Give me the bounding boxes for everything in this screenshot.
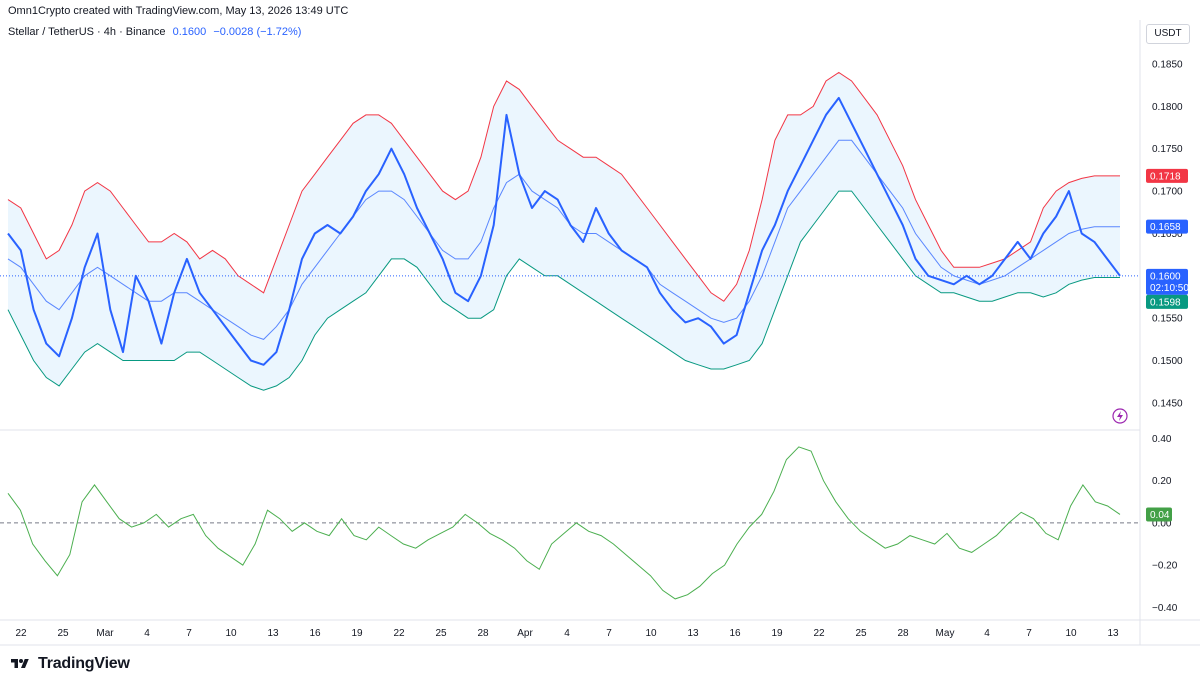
time-axis-tick: 22 <box>15 628 27 639</box>
time-axis-tick: 7 <box>186 628 192 639</box>
symbol-title[interactable]: Stellar / TetherUS · 4h · Binance <box>8 26 166 38</box>
oscillator-axis-tick: −0.40 <box>1152 603 1178 614</box>
time-axis-tick: Mar <box>96 628 114 639</box>
upper-band-price-tag-bg <box>1146 168 1188 183</box>
price-axis-tick: 0.1700 <box>1152 187 1183 198</box>
oscillator-value-tag: 0.04 <box>1150 510 1170 521</box>
bar-countdown: 02:10:50 <box>1150 283 1189 294</box>
price-axis-tick: 0.1550 <box>1152 314 1183 325</box>
lower-band-price-tag: 0.1598 <box>1150 297 1181 308</box>
price-axis-tick: 0.1850 <box>1152 60 1183 71</box>
time-axis-tick: 16 <box>729 628 741 639</box>
time-axis-tick: 13 <box>267 628 279 639</box>
basis-price-tag: 0.1658 <box>1150 222 1181 233</box>
oscillator-axis-tick: 0.40 <box>1152 434 1172 445</box>
basis-line[interactable] <box>7 139 1120 340</box>
time-axis-tick: 10 <box>645 628 657 639</box>
lower-band-line[interactable] <box>7 190 1120 391</box>
upper-band-price-tag: 0.1718 <box>1150 171 1181 182</box>
symbol-legend: Stellar / TetherUS · 4h · Binance 0.1600… <box>8 26 301 38</box>
time-axis-tick: 25 <box>435 628 447 639</box>
last-price-tag: 0.1600 <box>1150 271 1181 282</box>
price-axis-tick: 0.1500 <box>1152 356 1183 367</box>
last-price: 0.1600 <box>172 26 207 38</box>
time-axis-tick: 4 <box>144 628 150 639</box>
lower-band-price-tag-bg <box>1146 294 1188 309</box>
time-axis-tick: 22 <box>393 628 405 639</box>
price-axis-tick: 0.1450 <box>1152 398 1183 409</box>
time-axis-tick: Apr <box>517 628 533 639</box>
tradingview-logo-icon <box>11 659 29 668</box>
chart-credit: Omn1Crypto created with TradingView.com,… <box>8 5 349 17</box>
price-axis-tick: 0.1800 <box>1152 102 1183 113</box>
bollinger-band-fill <box>8 72 1120 391</box>
currency-button[interactable]: USDT <box>1146 24 1190 44</box>
basis-price-tag-bg <box>1146 219 1188 234</box>
price-line[interactable] <box>7 96 1121 366</box>
last-price-tag-bg <box>1146 268 1188 295</box>
time-axis-tick: 10 <box>1065 628 1077 639</box>
oscillator-value-tag-bg <box>1146 507 1172 522</box>
time-axis-tick: 7 <box>606 628 612 639</box>
time-axis-tick: 22 <box>813 628 825 639</box>
time-axis-tick: 4 <box>984 628 990 639</box>
time-axis-tick: 19 <box>351 628 363 639</box>
time-axis-tick: 7 <box>1026 628 1032 639</box>
oscillator-axis-tick: 0.00 <box>1152 518 1172 529</box>
time-axis-tick: 10 <box>225 628 237 639</box>
tradingview-logo[interactable]: TradingView <box>8 655 130 673</box>
time-axis-tick: May <box>936 628 955 639</box>
upper-band-line[interactable] <box>7 71 1120 302</box>
time-axis-tick: 13 <box>687 628 699 639</box>
oscillator-line[interactable] <box>7 446 1121 600</box>
time-axis-tick: 25 <box>855 628 867 639</box>
tradingview-logo-text: TradingView <box>38 655 130 672</box>
alert-lightning-icon[interactable] <box>1112 408 1128 424</box>
oscillator-axis-tick: −0.20 <box>1152 561 1178 572</box>
time-axis-tick: 16 <box>309 628 321 639</box>
price-axis-tick: 0.1650 <box>1152 229 1183 240</box>
time-axis-tick: 25 <box>57 628 69 639</box>
oscillator-axis-tick: 0.20 <box>1152 476 1172 487</box>
time-axis-tick: 28 <box>897 628 909 639</box>
time-axis-tick: 4 <box>564 628 570 639</box>
price-axis-tick: 0.1750 <box>1152 144 1183 155</box>
time-axis-tick: 19 <box>771 628 783 639</box>
time-axis-tick: 28 <box>477 628 489 639</box>
lightning-bolt-icon <box>1117 411 1123 421</box>
time-axis-tick: 13 <box>1107 628 1119 639</box>
price-change: −0.0028 (−1.72%) <box>213 26 302 38</box>
